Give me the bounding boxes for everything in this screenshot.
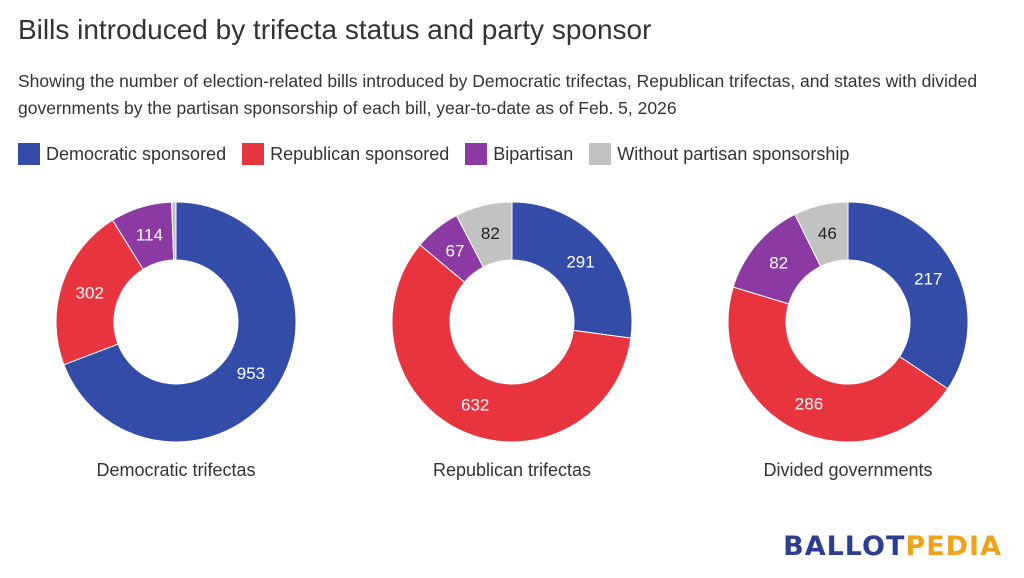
legend-swatch-democratic	[18, 143, 40, 165]
legend-item-bipartisan: Bipartisan	[465, 143, 573, 165]
chart-caption-2: Republican trifectas	[433, 460, 591, 480]
legend-item-nonpartisan: Without partisan sponsorship	[589, 143, 849, 165]
legend-label-republican: Republican sponsored	[270, 143, 450, 164]
chart-caption-1: Democratic trifectas	[96, 460, 255, 480]
legend-label-bipartisan: Bipartisan	[493, 143, 574, 164]
data-label-republican: 632	[461, 396, 489, 415]
donut-slice-nonpartisan	[794, 201, 849, 268]
donut-chart-2: 291 632 67 82 Republican trifectas	[391, 201, 633, 480]
legend-label-nonpartisan: Without partisan sponsorship	[617, 143, 850, 164]
donut-slice-democratic	[847, 201, 969, 390]
chart-subtitle: Showing the number of election-related b…	[18, 71, 978, 118]
chart-caption-3: Divided governments	[763, 460, 932, 480]
donut-chart-3: 217 286 82 46 Divided governments	[727, 201, 969, 480]
chart-title: Bills introduced by trifecta status and …	[18, 14, 652, 45]
data-label-bipartisan: 82	[769, 254, 788, 273]
data-label-bipartisan: 114	[136, 225, 163, 244]
legend: Democratic sponsored Republican sponsore…	[18, 143, 865, 165]
data-label-republican: 286	[795, 395, 823, 414]
data-label-republican: 302	[76, 283, 104, 302]
data-label-democratic: 953	[237, 364, 265, 383]
legend-swatch-bipartisan	[465, 143, 488, 165]
donut-slice-republican	[391, 244, 632, 443]
data-label-nonpartisan: 82	[481, 224, 500, 243]
donut-slice-nonpartisan	[455, 201, 513, 268]
legend-label-democratic: Democratic sponsored	[46, 143, 227, 164]
legend-item-democratic: Democratic sponsored	[18, 143, 226, 165]
logo-text-pedia: PEDIA	[905, 531, 1002, 562]
donut-slice-democratic	[511, 201, 633, 339]
legend-item-republican: Republican sponsored	[242, 143, 449, 165]
legend-swatch-nonpartisan	[589, 143, 612, 165]
donut-slice-nonpartisan	[171, 201, 177, 261]
data-label-bipartisan: 67	[446, 242, 465, 261]
data-label-democratic: 217	[914, 270, 942, 289]
donut-slice-republican	[727, 286, 949, 443]
donut-chart-1: 953 302 114 Democratic trifectas	[55, 201, 297, 480]
ballotpedia-logo: BALLOTPEDIA	[783, 531, 1002, 562]
donut-slice-democratic	[63, 201, 297, 443]
logo-text-ballot: BALLOT	[783, 531, 906, 562]
donut-slice-republican	[55, 219, 144, 366]
data-label-nonpartisan: 46	[818, 224, 837, 243]
data-label-democratic: 291	[566, 253, 594, 272]
legend-swatch-republican	[242, 143, 265, 165]
